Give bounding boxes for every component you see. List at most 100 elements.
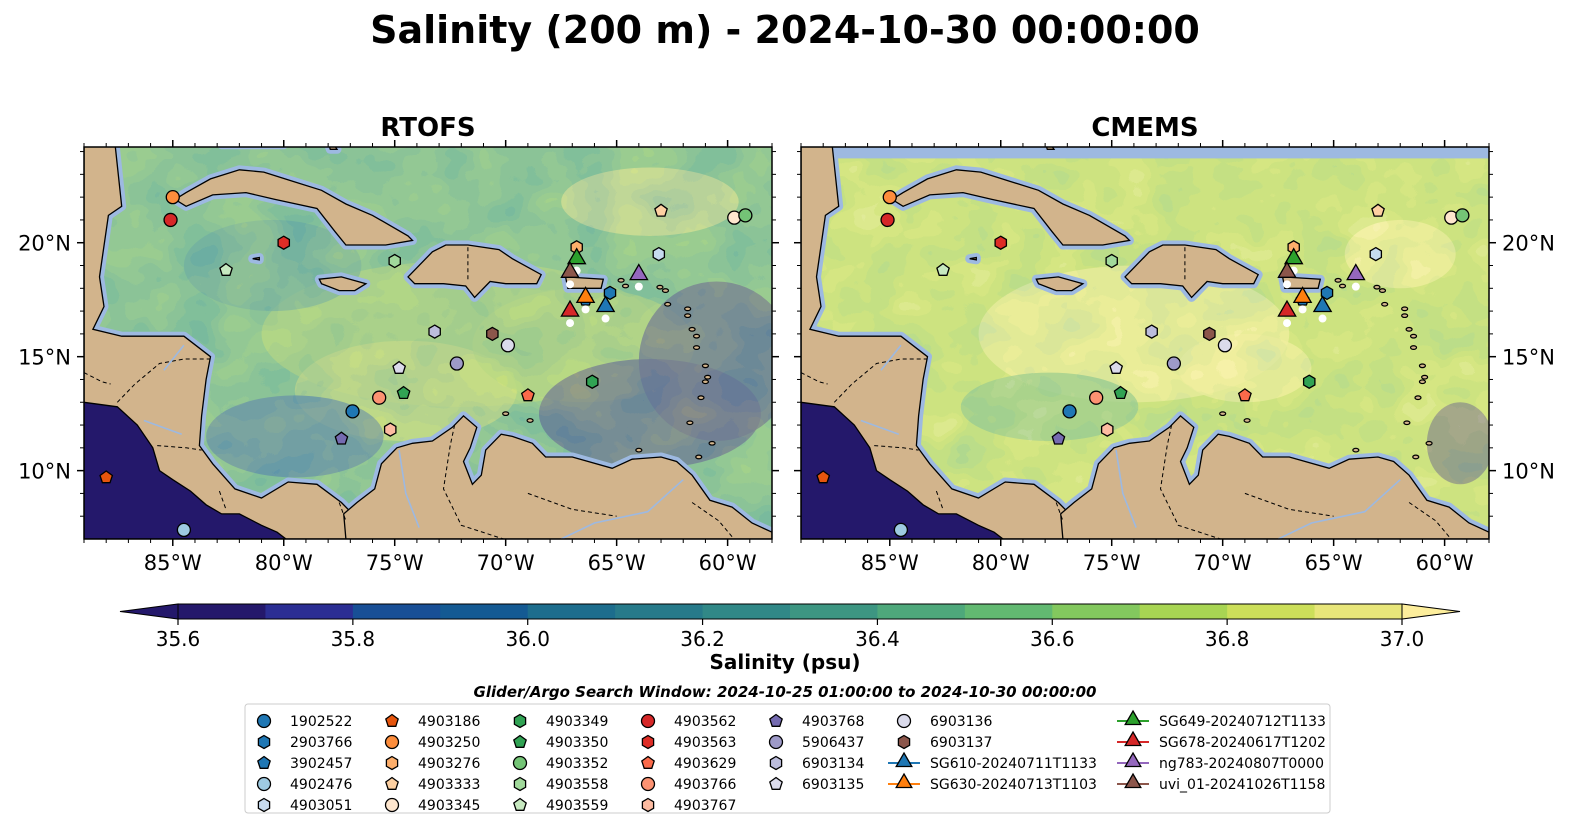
rtofs-island-1 (621, 283, 630, 289)
cmems-float-4903767 (1100, 422, 1114, 437)
legend-label-4903349: 4903349 (546, 714, 608, 730)
rtofs-island-14 (526, 418, 534, 423)
cmems-florida-shelf (934, 147, 1005, 150)
colorbar-segment (877, 604, 966, 619)
rtofs-cayman (252, 256, 260, 261)
legend-label-4903276: 4903276 (418, 756, 480, 772)
cmems-xtick-label: 70°W (1194, 551, 1252, 575)
legend-label-2903766: 2903766 (290, 735, 352, 751)
rtofs-markers (99, 189, 753, 538)
cmems-island-15 (1219, 411, 1227, 417)
legend-marker-4903250 (384, 734, 400, 750)
legend-marker-2903766 (257, 734, 271, 750)
legend-marker-4903629 (641, 755, 655, 769)
rtofs-float-4903562 (163, 212, 178, 228)
rtofs-glider-track-SG678-20240617T1202 (566, 319, 575, 328)
legend-marker-4902476 (256, 776, 272, 792)
legend-marker-4903558 (513, 776, 527, 792)
rtofs-island-13 (695, 454, 703, 460)
rtofs-float-4903333 (654, 203, 668, 217)
rtofs-island-9 (701, 379, 710, 385)
cmems-frame (800, 146, 1490, 540)
cmems-ytick-label: 10°N (1502, 460, 1555, 484)
legend-label-4903186: 4903186 (418, 714, 480, 730)
rtofs-xtick-label: 60°W (699, 551, 757, 575)
cmems-island-9 (1418, 379, 1427, 385)
cmems-island-3 (1378, 288, 1387, 293)
legend-marker-SG649-20240712T1133 (1124, 709, 1142, 726)
legend-label-uvi_01-20241026T1158: uvi_01-20241026T1158 (1159, 777, 1325, 793)
legend-label-SG610-20240711T1133: SG610-20240711T1133 (930, 756, 1097, 772)
cmems-float-4903349 (1302, 374, 1316, 389)
legend-label-4903345: 4903345 (418, 798, 480, 814)
legend-label-1902522: 1902522 (290, 714, 352, 730)
rtofs-central-america (84, 147, 367, 539)
colorbar-segment (1227, 604, 1316, 619)
cmems-glider-track-SG630-20240713T1103 (1298, 305, 1307, 314)
legend-label-5906437: 5906437 (802, 735, 864, 751)
legend-marker-6903136 (896, 713, 912, 729)
legend-label-4903350: 4903350 (546, 735, 608, 751)
rtofs-float-4903051 (652, 246, 666, 262)
legend-marker-4903349 (513, 713, 527, 729)
cmems-island-6 (1405, 326, 1413, 332)
rtofs-cuba (173, 169, 414, 246)
colorbar-segment (790, 604, 878, 619)
rtofs-border-3 (218, 490, 227, 510)
rtofs-float-4903766 (372, 390, 387, 405)
cmems-bahamas-andros-shelf (1041, 147, 1059, 154)
legend-label-6903134: 6903134 (802, 756, 864, 772)
cmems-island-17 (1401, 313, 1409, 319)
legend-label-6903137: 6903137 (930, 735, 992, 751)
rtofs-island-15 (502, 411, 510, 417)
cmems-island-11 (1403, 420, 1411, 426)
colorbar-tick-label: 36.4 (855, 627, 900, 651)
legend-label-6903135: 6903135 (802, 777, 864, 793)
legend-marker-ng783-20240807T0000 (1124, 751, 1142, 768)
cmems-ytick-label: 15°N (1502, 346, 1555, 370)
rtofs-island-16 (635, 447, 643, 453)
cmems-float-4903051 (1369, 246, 1383, 262)
rtofs-float-4903768 (334, 431, 349, 445)
colorbar-tick-label: 36.8 (1205, 627, 1250, 651)
legend-label-SG630-20240713T1103: SG630-20240713T1103 (930, 777, 1097, 793)
legend-marker-4903350 (513, 734, 527, 748)
colorbar-segment (1052, 604, 1141, 619)
legend-label-4903767: 4903767 (674, 798, 736, 814)
rtofs-glider-track-uvi_01-20241026T1158 (566, 280, 575, 289)
rtofs-bahamas-andros-shelf (324, 147, 342, 154)
rtofs-ytick-label: 20°N (18, 232, 71, 256)
rtofs-island-5 (684, 306, 692, 312)
rtofs-glider-SG678-20240617T1202 (560, 299, 580, 317)
legend-marker-6903135 (769, 776, 783, 790)
cmems-glider-SG610-20240711T1133 (1312, 295, 1333, 313)
cmems-float-6903136 (1217, 338, 1233, 353)
legend-label-4903562: 4903562 (674, 714, 736, 730)
cmems-float-4903766 (1089, 390, 1104, 405)
legend-marker-SG630-20240713T1103 (895, 772, 913, 789)
rtofs-glider-track-SG630-20240713T1103 (581, 305, 590, 314)
cmems-glider-SG630-20240713T1103 (1292, 286, 1313, 304)
cmems-island-4 (1381, 301, 1389, 307)
cmems-float-6903135 (1109, 360, 1124, 374)
rtofs-island-19 (704, 374, 712, 380)
rtofs-panel-title: RTOFS (380, 113, 475, 143)
rtofs-island-2 (656, 284, 664, 290)
legend-marker-SG610-20240711T1133 (895, 751, 913, 768)
rtofs-glider-SG630-20240713T1103 (575, 286, 596, 304)
cmems-border-4 (1055, 502, 1064, 521)
cmems-island-16 (1352, 447, 1360, 453)
rtofs-south-america (343, 415, 772, 539)
legend-marker-4903767 (641, 797, 655, 813)
colorbar-segment (615, 604, 704, 619)
cmems-float-4903350 (1113, 385, 1128, 400)
legend-marker-4903051 (257, 797, 271, 813)
cmems-float-4903629 (1237, 388, 1252, 402)
colorbar-segment (1139, 604, 1228, 619)
cmems-float-4903559 (936, 262, 950, 276)
cmems-hispaniola (1124, 244, 1260, 299)
cmems-south-america (1060, 415, 1489, 539)
legend-label-4903051: 4903051 (290, 798, 352, 814)
cmems-land (801, 147, 1489, 539)
rtofs-float-6903135 (392, 360, 407, 374)
